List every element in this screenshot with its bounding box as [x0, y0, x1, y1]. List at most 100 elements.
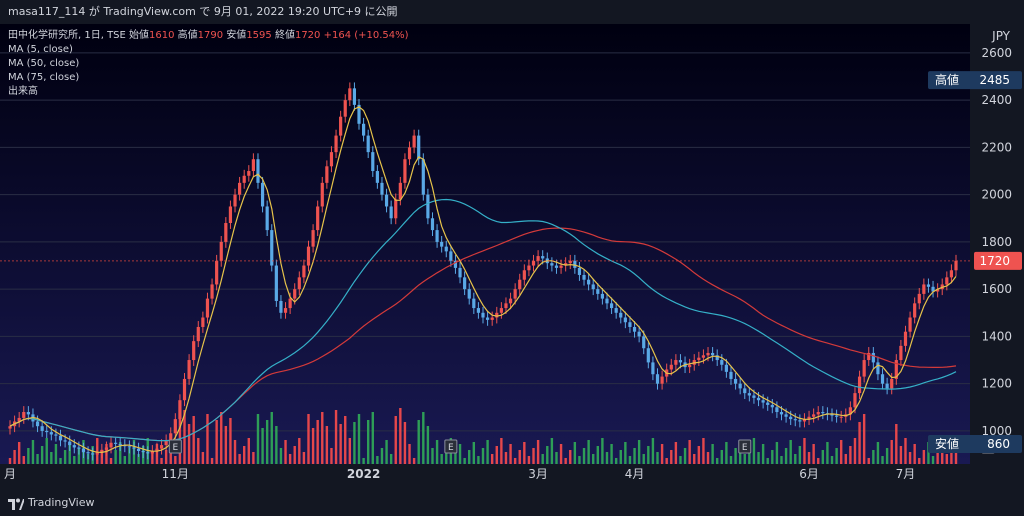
candle-body [917, 293, 921, 304]
volume-bar [59, 458, 62, 464]
volume-bar [243, 446, 246, 464]
volume-bar [743, 454, 746, 464]
candle-body [485, 317, 490, 320]
volume-bar [647, 446, 650, 464]
candle-body [747, 393, 751, 396]
candle-body [118, 443, 122, 446]
volume-bar [73, 456, 76, 464]
volume-bar [481, 448, 485, 464]
volume-bar [637, 440, 641, 464]
candle-body [908, 317, 912, 332]
price-chart[interactable]: 1000 1200 1400 1600 1800 2000 2200 2400 2600 JPY E… [0, 24, 1024, 492]
volume-bar [339, 424, 342, 464]
x-tick-label: 月 [4, 467, 16, 481]
candle-body [100, 449, 104, 453]
volume-bar [812, 444, 815, 464]
volume-bar [587, 440, 590, 464]
candle-body [35, 421, 40, 427]
candle-body [655, 374, 660, 384]
ma50-line [9, 198, 957, 442]
legend-open: 1610 [149, 30, 178, 41]
volume-bar [858, 422, 861, 464]
candle-body [17, 417, 21, 422]
volume-bar [734, 448, 737, 464]
volume-bar [729, 456, 733, 464]
volume-bar [311, 428, 315, 464]
candle-body [279, 300, 283, 313]
candle-body [45, 430, 49, 433]
last-price-value: 1720 [979, 254, 1010, 268]
y-tick-label: 2200 [981, 140, 1012, 154]
volume-bar [950, 446, 953, 464]
candle-body [931, 286, 935, 292]
candle-body [922, 284, 926, 294]
volume-bar [761, 444, 765, 464]
volume-bar [830, 456, 834, 464]
candle-body [596, 289, 600, 294]
y-tick-label: 2400 [981, 93, 1012, 107]
volume-bar [807, 452, 811, 464]
candle-body [169, 433, 173, 441]
candle-body [251, 159, 255, 172]
volume-bar [325, 426, 329, 464]
volume-bar [123, 456, 127, 464]
volume-bar [247, 438, 250, 464]
volume-bar [789, 440, 792, 464]
candle-body [228, 206, 233, 224]
volume-bar [362, 458, 365, 464]
candle-body [81, 448, 86, 453]
candle-body [706, 352, 710, 356]
candle-body [490, 317, 494, 320]
volume-bar [344, 416, 347, 464]
candle-body [876, 362, 880, 375]
publish-info: masa117_114 が TradingView.com で 9月 01, 2… [8, 5, 398, 18]
volume-bar [624, 442, 627, 464]
candle-body [297, 277, 301, 290]
volume-bar [927, 442, 930, 464]
volume-bar [518, 450, 521, 464]
legend-change: +164 (+10.54%) [324, 30, 409, 41]
volume-bar [385, 440, 388, 464]
volume-bar [17, 442, 21, 464]
candle-body [522, 270, 526, 280]
candle-body [903, 331, 908, 346]
last-price-badge [974, 251, 1022, 270]
volume-bar [233, 440, 237, 464]
candle-body [136, 448, 141, 452]
candle-body [619, 312, 623, 318]
volume-bar [22, 456, 25, 464]
candle-body [192, 341, 196, 361]
legend-low-label: 安値 [226, 28, 246, 41]
volume-bar [408, 444, 411, 464]
legend-ma75: MA (75, close) [8, 72, 79, 83]
volume-bar [936, 448, 939, 464]
candle-body [366, 135, 370, 153]
volume-bar [679, 456, 682, 464]
chart-area[interactable]: 1000 1200 1400 1600 1800 2000 2200 2400 2600 JPY E… [0, 24, 1024, 492]
high-badge [928, 71, 1022, 90]
volume-bar [601, 438, 604, 464]
volume-bar [256, 414, 260, 464]
volume-bar [284, 440, 287, 464]
candle-body [270, 230, 274, 266]
candle-body [531, 260, 536, 266]
volume-bar [683, 448, 687, 464]
volume-bar [500, 438, 503, 464]
candle-body [779, 412, 784, 415]
candle-body [945, 277, 949, 285]
candle-body [49, 432, 53, 435]
volume-bar [720, 450, 723, 464]
volume-bar [564, 458, 567, 464]
candle-body [325, 166, 329, 183]
volume-bar [477, 456, 480, 464]
volume-bar [293, 446, 296, 464]
candle-body [637, 331, 641, 337]
volume-bar [660, 444, 664, 464]
candle-body [890, 378, 894, 389]
volume-bar [541, 454, 544, 464]
y-tick-label: 1400 [981, 329, 1012, 343]
candle-body [196, 326, 200, 342]
volume-bar [931, 456, 935, 464]
volume-bar [486, 440, 489, 464]
candle-body [394, 199, 398, 219]
